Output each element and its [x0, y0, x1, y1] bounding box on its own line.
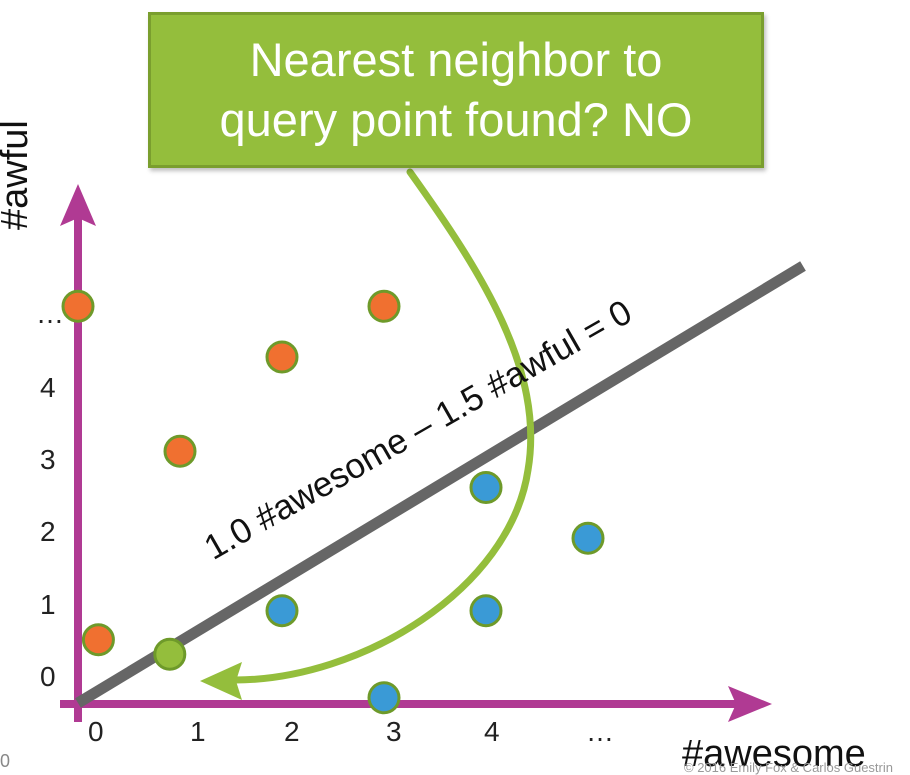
negative-data-point — [81, 623, 115, 657]
x-tick-label: 1 — [190, 716, 206, 747]
y-tick-label: 4 — [40, 372, 56, 403]
x-tick-label: … — [586, 716, 614, 747]
positive-data-point — [469, 594, 503, 628]
y-axis-title: #awful — [0, 120, 36, 230]
positive-data-point — [265, 594, 299, 628]
x-tick-label: 0 — [88, 716, 104, 747]
y-tick-label: … — [36, 298, 64, 329]
negative-data-point — [163, 434, 197, 468]
x-axis-arrowhead — [728, 686, 772, 722]
positive-data-point — [571, 521, 605, 555]
x-axis-title: #awesome — [682, 733, 866, 775]
decision-boundary-line — [75, 261, 806, 708]
negative-data-point — [61, 289, 95, 323]
query-point — [153, 637, 187, 671]
callout-pointer-arrowhead — [200, 662, 242, 700]
positive-data-point — [469, 471, 503, 504]
negative-data-point — [265, 340, 299, 374]
x-tick-label: 3 — [386, 716, 402, 747]
y-tick-label: 3 — [40, 444, 56, 475]
positive-data-point — [367, 681, 401, 715]
callout-box: Nearest neighbor to query point found? N… — [148, 12, 764, 168]
copyright-notice: © 2016 Emily Fox & Carlos Guestrin — [684, 760, 893, 775]
x-tick-label: 4 — [484, 716, 500, 747]
y-tick-label: 1 — [40, 589, 56, 620]
callout-line-1: Nearest neighbor to — [249, 33, 663, 86]
y-tick-label: 2 — [40, 516, 56, 547]
negative-data-point — [367, 289, 401, 323]
y-tick-label: 0 — [40, 661, 56, 692]
page-number: 0 — [0, 751, 11, 771]
y-axis-arrowhead — [60, 184, 96, 226]
callout-pointer-arrow — [231, 168, 535, 684]
callout-line-2: query point found? NO — [219, 93, 693, 146]
x-tick-label: 2 — [284, 716, 300, 747]
